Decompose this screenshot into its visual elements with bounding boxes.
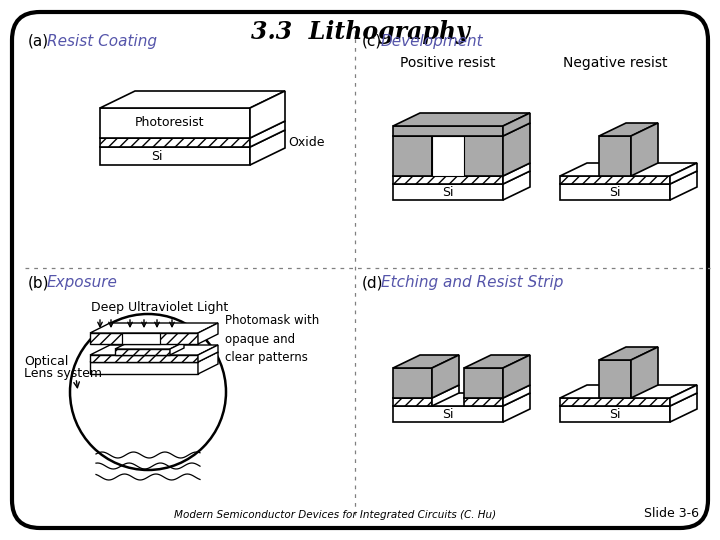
Polygon shape <box>250 91 285 138</box>
Polygon shape <box>90 355 198 362</box>
Text: Development: Development <box>381 34 484 49</box>
Text: Optical: Optical <box>24 355 68 368</box>
Polygon shape <box>432 123 459 176</box>
Polygon shape <box>393 184 503 200</box>
Polygon shape <box>393 176 503 184</box>
Polygon shape <box>393 406 503 422</box>
Polygon shape <box>599 360 631 398</box>
Text: Si: Si <box>609 408 621 421</box>
Polygon shape <box>599 123 658 136</box>
Text: 3.3  Lithography: 3.3 Lithography <box>251 20 469 44</box>
Polygon shape <box>432 136 464 176</box>
Polygon shape <box>90 352 218 362</box>
Text: (a): (a) <box>28 34 49 49</box>
Polygon shape <box>198 323 218 344</box>
Polygon shape <box>250 130 285 165</box>
Polygon shape <box>560 406 670 422</box>
Polygon shape <box>599 347 658 360</box>
Polygon shape <box>393 355 459 368</box>
Polygon shape <box>393 136 432 176</box>
Polygon shape <box>100 91 285 108</box>
Polygon shape <box>100 130 285 147</box>
Polygon shape <box>100 121 285 138</box>
Polygon shape <box>115 342 184 349</box>
Polygon shape <box>503 171 530 200</box>
Polygon shape <box>393 171 530 184</box>
Polygon shape <box>560 184 670 200</box>
Text: Si: Si <box>442 408 454 421</box>
Text: (c): (c) <box>362 34 382 49</box>
Polygon shape <box>503 163 530 184</box>
Polygon shape <box>100 108 250 138</box>
Polygon shape <box>560 385 697 398</box>
Polygon shape <box>90 345 218 355</box>
Text: Exposure: Exposure <box>47 275 118 290</box>
Polygon shape <box>393 123 459 136</box>
Polygon shape <box>503 355 530 398</box>
Text: (b): (b) <box>28 275 50 290</box>
Polygon shape <box>393 398 432 406</box>
Text: (d): (d) <box>362 275 384 290</box>
Polygon shape <box>115 349 170 355</box>
Text: Si: Si <box>151 150 163 163</box>
FancyBboxPatch shape <box>12 12 708 528</box>
Text: Etching and Resist Strip: Etching and Resist Strip <box>381 275 563 290</box>
Text: Deep Ultraviolet Light: Deep Ultraviolet Light <box>91 301 229 314</box>
Polygon shape <box>393 393 530 406</box>
Text: Positive resist: Positive resist <box>400 56 496 70</box>
Text: Photomask with
opaque and
clear patterns: Photomask with opaque and clear patterns <box>225 314 319 363</box>
Text: Photoresist: Photoresist <box>135 116 204 129</box>
Polygon shape <box>503 393 530 422</box>
Text: Lens system: Lens system <box>24 368 102 381</box>
Polygon shape <box>432 385 459 406</box>
Polygon shape <box>464 123 530 136</box>
Polygon shape <box>670 171 697 200</box>
Polygon shape <box>432 355 459 398</box>
Polygon shape <box>560 176 670 184</box>
Polygon shape <box>631 347 658 398</box>
Polygon shape <box>503 385 530 406</box>
Polygon shape <box>599 136 631 176</box>
Text: Slide 3-6: Slide 3-6 <box>644 507 700 520</box>
Polygon shape <box>90 323 218 333</box>
Polygon shape <box>393 368 432 398</box>
Text: Resist Coating: Resist Coating <box>47 34 157 49</box>
Text: Modern Semiconductor Devices for Integrated Circuits (C. Hu): Modern Semiconductor Devices for Integra… <box>174 510 496 520</box>
Polygon shape <box>670 393 697 422</box>
Polygon shape <box>560 393 697 406</box>
Polygon shape <box>393 113 530 126</box>
Polygon shape <box>464 385 530 398</box>
Polygon shape <box>464 136 503 176</box>
Polygon shape <box>393 385 459 398</box>
Polygon shape <box>560 398 670 406</box>
Polygon shape <box>503 123 530 176</box>
Polygon shape <box>432 123 491 136</box>
Polygon shape <box>393 163 530 176</box>
Polygon shape <box>170 342 184 355</box>
Text: Si: Si <box>442 186 454 199</box>
Polygon shape <box>198 352 218 374</box>
Polygon shape <box>393 126 503 136</box>
Polygon shape <box>631 123 658 176</box>
Polygon shape <box>670 385 697 406</box>
Polygon shape <box>464 355 530 368</box>
Polygon shape <box>198 345 218 362</box>
Polygon shape <box>90 333 198 344</box>
Polygon shape <box>670 163 697 184</box>
Text: Negative resist: Negative resist <box>563 56 667 70</box>
Polygon shape <box>100 138 250 147</box>
Polygon shape <box>90 362 198 374</box>
Polygon shape <box>122 333 160 344</box>
Polygon shape <box>100 147 250 165</box>
Polygon shape <box>464 398 503 406</box>
Polygon shape <box>250 121 285 147</box>
Polygon shape <box>560 171 697 184</box>
Polygon shape <box>503 113 530 136</box>
Polygon shape <box>560 163 697 176</box>
Text: Si: Si <box>609 186 621 199</box>
Polygon shape <box>464 368 503 398</box>
Text: Oxide: Oxide <box>288 137 325 150</box>
